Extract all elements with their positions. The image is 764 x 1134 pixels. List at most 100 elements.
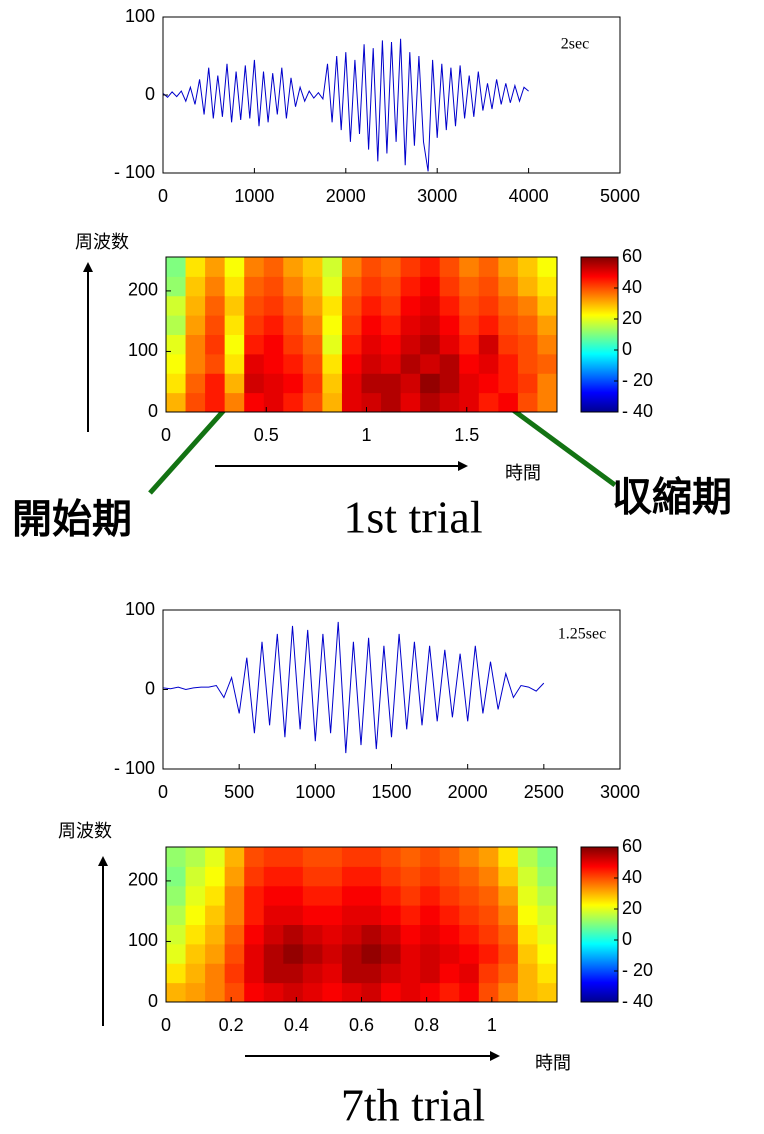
- heatmap-cell: [244, 866, 265, 887]
- heatmap-cell: [400, 257, 421, 277]
- heatmap-cell: [439, 257, 460, 277]
- heatmap-cell: [381, 866, 402, 887]
- x-axis-label: 時間: [535, 1053, 571, 1073]
- heatmap-cell: [205, 924, 226, 945]
- heatmap-cell: [283, 943, 304, 964]
- heatmap-cell: [420, 295, 441, 316]
- heatmap-cell: [478, 924, 499, 945]
- heatmap-cell: [459, 334, 480, 355]
- heatmap-cell: [439, 847, 460, 867]
- heatmap-cell: [381, 315, 402, 335]
- heatmap-cell: [361, 295, 382, 316]
- heatmap-cell: [478, 847, 499, 867]
- heatmap-cell: [478, 295, 499, 316]
- heatmap-cell: [166, 885, 187, 906]
- x-tick-label: 1500: [371, 782, 411, 802]
- heatmap-cell: [244, 924, 265, 945]
- heatmap-cell: [322, 924, 343, 945]
- heatmap-cell: [322, 982, 343, 1003]
- heatmap-cell: [517, 392, 538, 413]
- heatmap-cell: [478, 905, 499, 925]
- heatmap-cell: [166, 392, 187, 413]
- plot-frame: [162, 16, 621, 174]
- heatmap-cell: [361, 334, 382, 355]
- heatmap-cell: [283, 392, 304, 413]
- heatmap-cell: [263, 866, 284, 887]
- heatmap-cell: [244, 257, 265, 277]
- heatmap-cell: [166, 353, 187, 374]
- heatmap-cell: [537, 295, 558, 316]
- heatmap-cell: [166, 847, 187, 867]
- heatmap-cell: [341, 353, 362, 374]
- heatmap-cell: [361, 924, 382, 945]
- heatmap-cell: [244, 905, 265, 925]
- heatmap-cell: [381, 963, 402, 984]
- heatmap-cell: [537, 373, 558, 394]
- heatmap-cell: [322, 276, 343, 297]
- heatmap-cell: [381, 885, 402, 906]
- heatmap-cell: [439, 295, 460, 316]
- heatmap-cell: [283, 982, 304, 1003]
- heatmap-cell: [166, 924, 187, 945]
- heatmap-cell: [185, 847, 206, 867]
- heatmap-cell: [166, 905, 187, 925]
- heatmap-cell: [205, 866, 226, 887]
- heatmap-cell: [498, 982, 519, 1003]
- heatmap-cell: [244, 963, 265, 984]
- heatmap-cell: [439, 885, 460, 906]
- heatmap-cell: [244, 373, 265, 394]
- x-tick-label: 500: [224, 782, 254, 802]
- heatmap-cell: [459, 866, 480, 887]
- heatmap-cell: [185, 866, 206, 887]
- heatmap-cell: [244, 353, 265, 374]
- heatmap-cell: [498, 963, 519, 984]
- heatmap-cell: [420, 334, 441, 355]
- x-tick-label: 0: [158, 782, 168, 802]
- heatmap-cell: [400, 924, 421, 945]
- y-tick-label: 200: [128, 280, 158, 300]
- heatmap-cell: [166, 276, 187, 297]
- heatmap-cell: [302, 963, 323, 984]
- x-tick-label: 0.8: [414, 1015, 439, 1035]
- heatmap-cell: [478, 315, 499, 335]
- y-axis-label: 周波数: [75, 232, 129, 252]
- heatmap-cell: [341, 924, 362, 945]
- heatmap-cell: [205, 982, 226, 1003]
- heatmap-cell: [439, 315, 460, 335]
- heatmap-cell: [263, 392, 284, 413]
- heatmap-cell: [498, 905, 519, 925]
- colorbar-tick-label: - 40: [622, 991, 653, 1011]
- heatmap-cell: [166, 257, 187, 277]
- heatmap-cell: [302, 257, 323, 277]
- heatmap-cell: [322, 334, 343, 355]
- heatmap-cell: [341, 392, 362, 413]
- heatmap-cell: [322, 905, 343, 925]
- heatmap-cell: [244, 295, 265, 316]
- heatmap-cell: [205, 847, 226, 867]
- heatmap-cell: [498, 924, 519, 945]
- heatmap-cell: [185, 963, 206, 984]
- heatmap-cell: [361, 866, 382, 887]
- heatmap-cell: [478, 276, 499, 297]
- heatmap-cell: [322, 257, 343, 277]
- colorbar-tick-label: 40: [622, 277, 642, 297]
- onset-label: 開始期: [12, 498, 132, 542]
- heatmap-cell: [420, 982, 441, 1003]
- heatmap-cell: [537, 885, 558, 906]
- heatmap-cell: [341, 866, 362, 887]
- y-tick-label: 0: [145, 84, 155, 104]
- heatmap-cell: [185, 982, 206, 1003]
- heatmap-cell: [517, 257, 538, 277]
- heatmap-cell: [400, 392, 421, 413]
- heatmap-cell: [517, 847, 538, 867]
- heatmap-cell: [224, 963, 245, 984]
- heatmap-cell: [224, 392, 245, 413]
- heatmap-cell: [439, 982, 460, 1003]
- x-axis-label: 時間: [505, 463, 541, 483]
- heatmap-cell: [185, 943, 206, 964]
- heatmap-cell: [224, 885, 245, 906]
- heatmap-cell: [459, 295, 480, 316]
- heatmap-cell: [517, 315, 538, 335]
- y-tick-label: 0: [148, 991, 158, 1011]
- heatmap-cell: [302, 924, 323, 945]
